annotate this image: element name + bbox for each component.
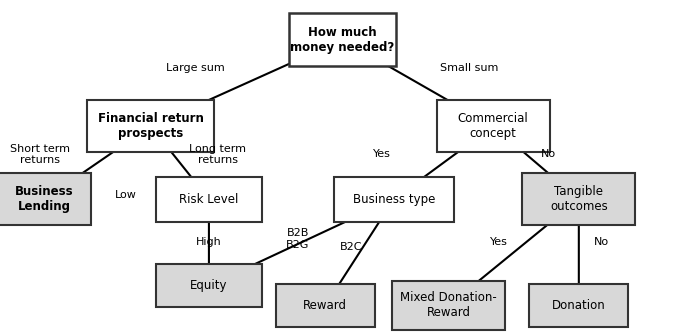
Text: High: High [196, 237, 222, 247]
Text: Tangible
outcomes: Tangible outcomes [550, 185, 608, 213]
FancyBboxPatch shape [0, 173, 90, 225]
Text: Yes: Yes [490, 237, 508, 247]
Text: Large sum: Large sum [166, 63, 225, 73]
Text: No: No [594, 237, 609, 247]
Text: Small sum: Small sum [440, 63, 499, 73]
FancyBboxPatch shape [155, 264, 262, 307]
Text: Mixed Donation-
Reward: Mixed Donation- Reward [400, 291, 497, 319]
Text: Equity: Equity [190, 279, 227, 292]
Text: Business type: Business type [353, 193, 435, 206]
FancyBboxPatch shape [155, 177, 262, 222]
Text: Long term
returns: Long term returns [189, 143, 247, 165]
Text: Financial return
prospects: Financial return prospects [98, 112, 203, 140]
Text: Risk Level: Risk Level [179, 193, 238, 206]
Text: Reward: Reward [303, 299, 347, 312]
Text: Yes: Yes [373, 149, 391, 159]
Text: B2B
B2G: B2B B2G [286, 228, 310, 250]
FancyBboxPatch shape [289, 13, 396, 66]
FancyBboxPatch shape [275, 284, 375, 327]
FancyBboxPatch shape [522, 173, 635, 225]
Text: B2C: B2C [340, 242, 362, 252]
FancyBboxPatch shape [529, 284, 628, 327]
Text: Short term
returns: Short term returns [10, 143, 70, 165]
Text: How much
money needed?: How much money needed? [290, 26, 395, 54]
FancyBboxPatch shape [88, 100, 214, 152]
FancyBboxPatch shape [392, 282, 506, 329]
Text: Donation: Donation [552, 299, 606, 312]
Text: Commercial
concept: Commercial concept [458, 112, 529, 140]
Text: Low: Low [114, 190, 136, 200]
FancyBboxPatch shape [334, 177, 453, 222]
Text: No: No [540, 149, 556, 159]
Text: Business
Lending: Business Lending [15, 185, 74, 213]
FancyBboxPatch shape [436, 100, 549, 152]
